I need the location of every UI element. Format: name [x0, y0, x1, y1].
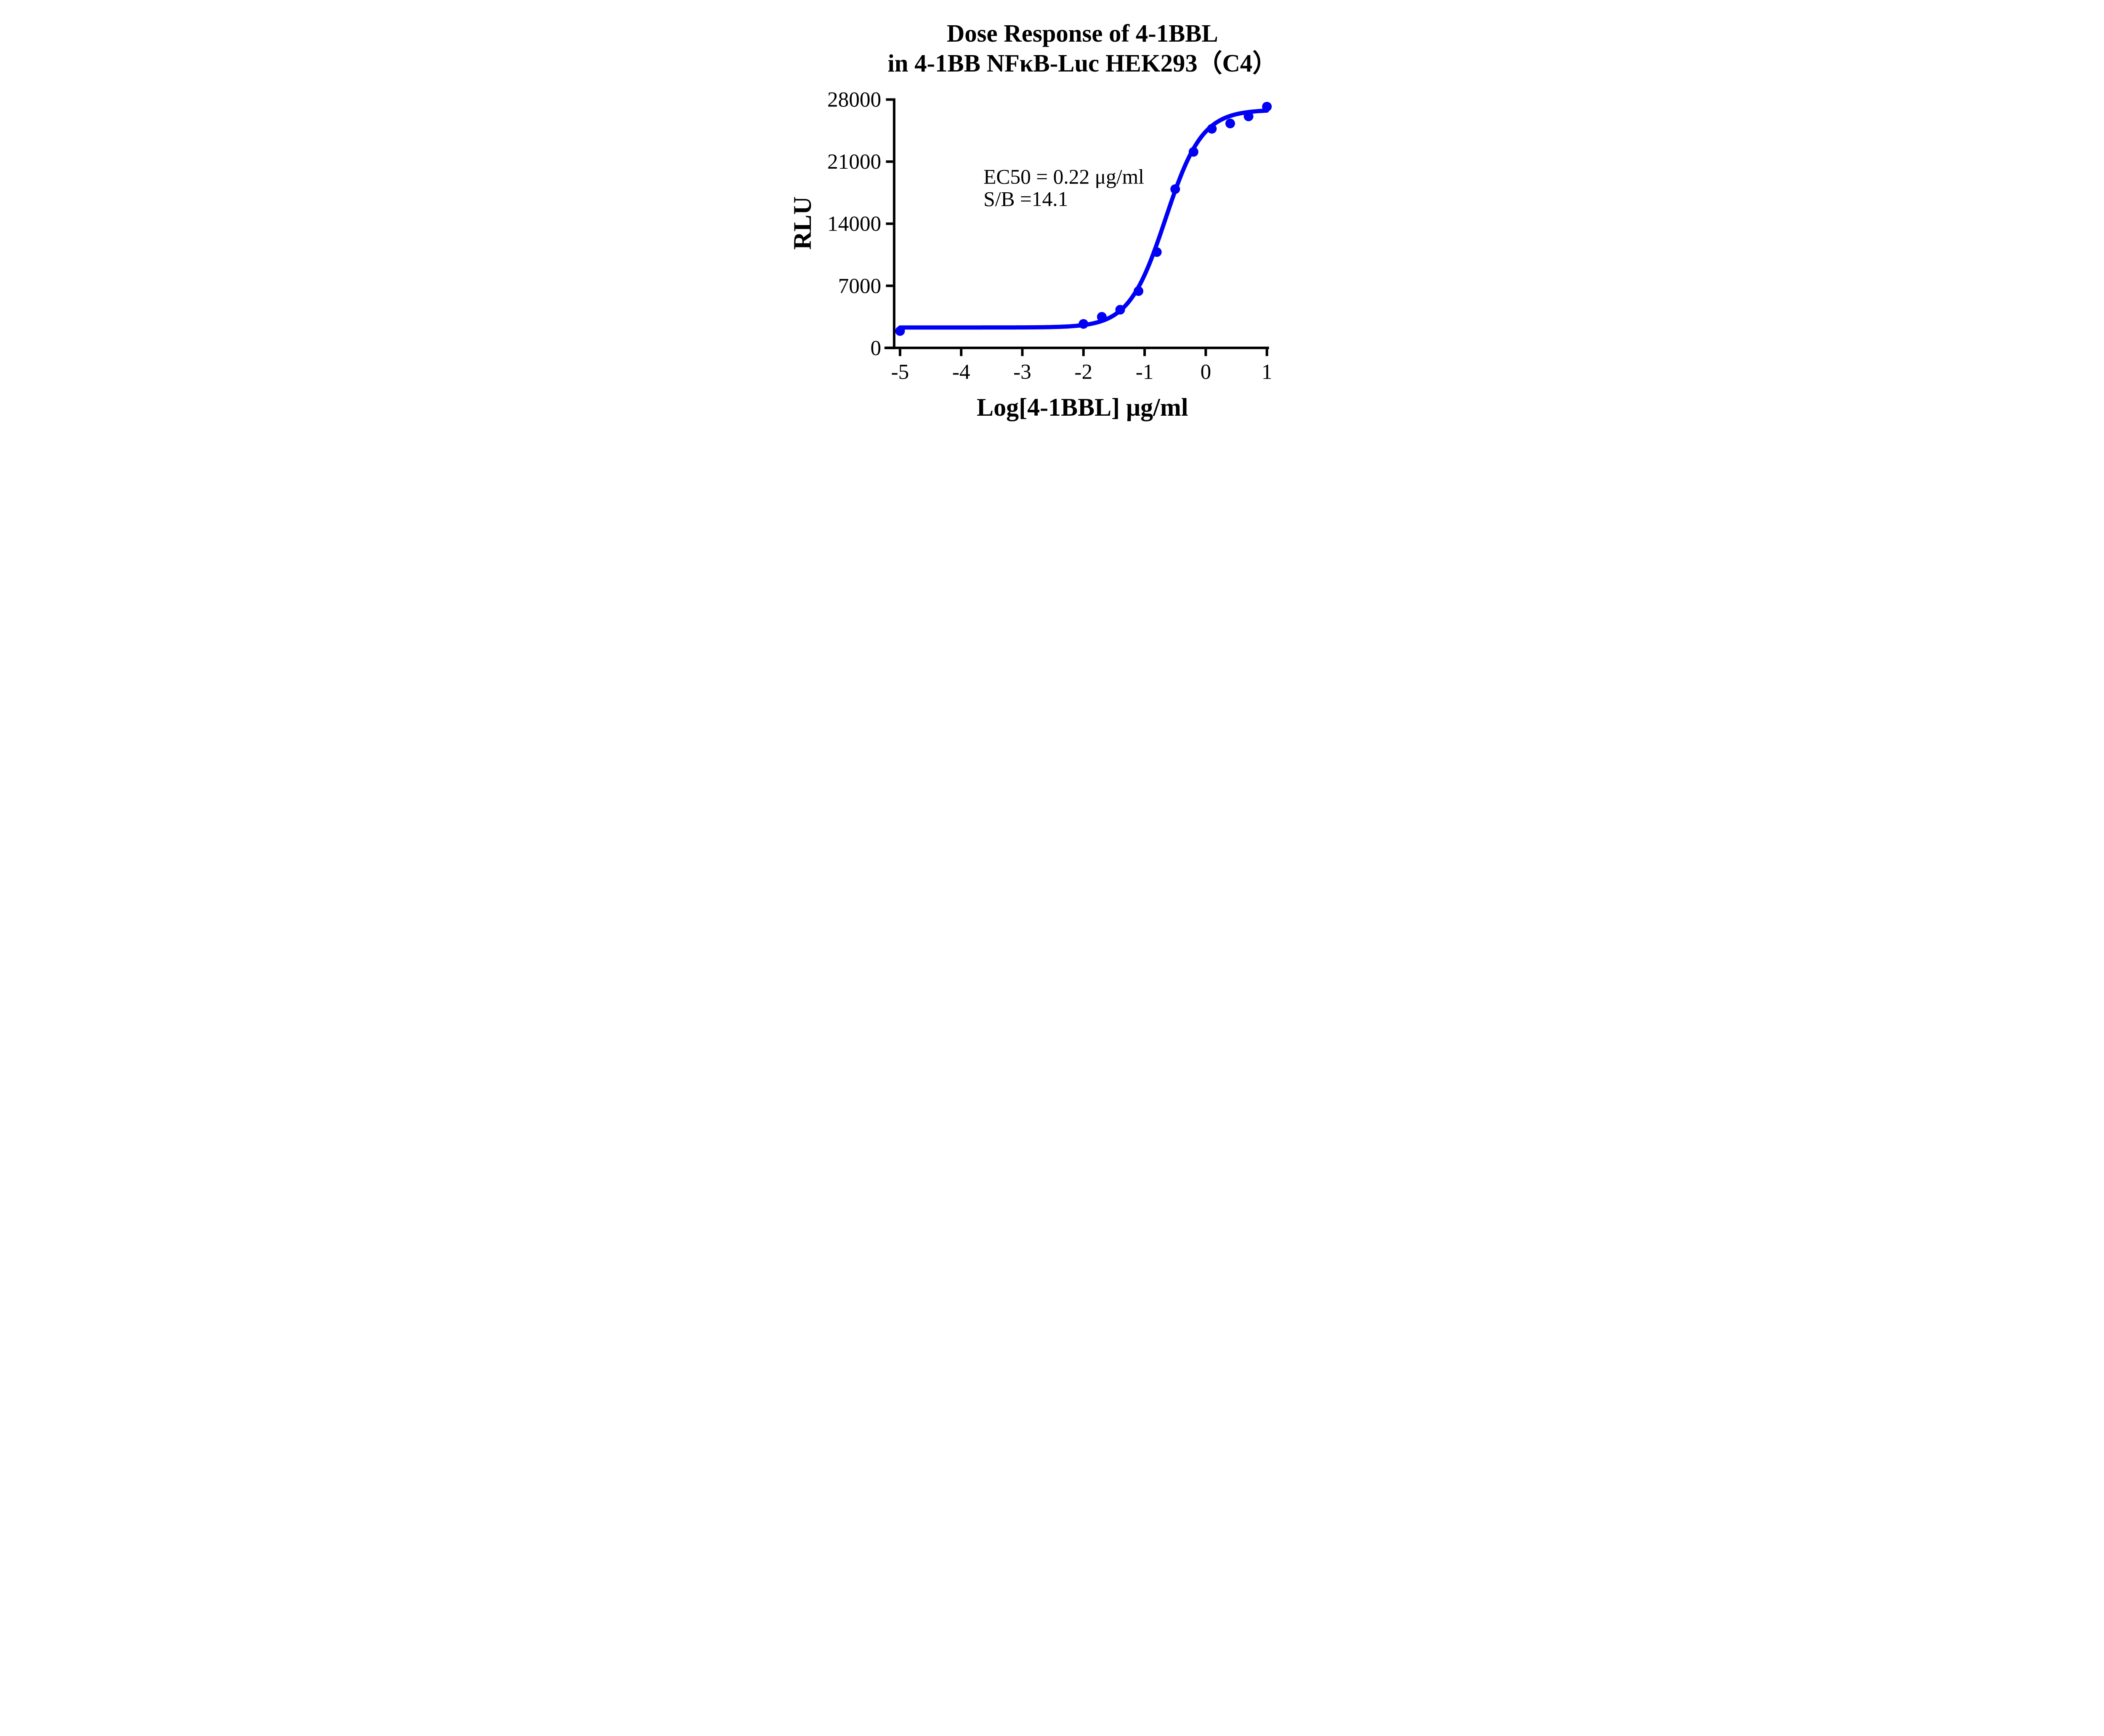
chart-title-line-2: in 4-1BB NFκB-Luc HEK293（C4）	[887, 50, 1277, 77]
x-tick	[898, 349, 901, 356]
x-tick	[1143, 349, 1146, 356]
y-tick-label: 28000	[827, 88, 881, 112]
y-axis	[893, 98, 895, 349]
data-point	[1188, 147, 1198, 157]
y-tick-label: 0	[870, 336, 881, 360]
x-tick	[1265, 349, 1268, 356]
x-tick	[1204, 349, 1207, 356]
x-tick-label: -2	[1074, 360, 1092, 384]
dose-response-curve	[898, 108, 1269, 330]
dose-response-chart: 0 7000 14000 21000 28000 -5 -4 -3 -2 -1 0 1 Dose Re…	[777, 0, 1327, 434]
y-axis-label: RLU	[789, 196, 816, 250]
y-tick	[886, 222, 893, 225]
ec50-annotation: EC50 = 0.22 μg/ml	[983, 165, 1144, 188]
x-tick	[1021, 349, 1024, 356]
y-tick	[886, 98, 893, 101]
data-point	[895, 326, 905, 336]
chart-title-line-1: Dose Response of 4-1BBL	[947, 20, 1218, 47]
dose-response-figure: 0 7000 14000 21000 28000 -5 -4 -3 -2 -1 0 1 Dose Re…	[777, 0, 1327, 434]
data-point	[1079, 319, 1089, 329]
data-point	[1170, 184, 1180, 194]
signal-background-annotation: S/B =14.1	[983, 188, 1068, 211]
x-tick-label: 1	[1262, 360, 1272, 384]
x-tick-label: -5	[891, 360, 909, 384]
x-tick	[1082, 349, 1085, 356]
x-tick-label: 0	[1201, 360, 1211, 384]
x-tick	[960, 349, 963, 356]
x-tick-label: -3	[1013, 360, 1031, 384]
y-tick	[886, 346, 893, 349]
x-tick-label: -4	[952, 360, 970, 384]
y-tick-label: 7000	[838, 274, 881, 298]
data-point	[1207, 124, 1217, 134]
data-point	[1097, 312, 1107, 322]
data-point	[1115, 305, 1125, 315]
y-tick	[886, 284, 893, 287]
data-point	[1152, 247, 1162, 257]
y-tick	[886, 160, 893, 163]
data-point	[1134, 286, 1144, 296]
plot-layer	[895, 101, 1272, 336]
axes-layer: 0 7000 14000 21000 28000 -5 -4 -3 -2 -1 0 1	[827, 88, 1272, 384]
x-tick-label: -1	[1136, 360, 1154, 384]
y-tick-label: 21000	[827, 150, 881, 174]
data-point	[1262, 101, 1272, 111]
data-point	[1225, 119, 1235, 129]
data-point	[1243, 111, 1254, 122]
x-axis	[884, 346, 1269, 349]
x-axis-label: Log[4-1BBL] μg/ml	[977, 393, 1188, 421]
y-tick-label: 14000	[827, 212, 881, 236]
